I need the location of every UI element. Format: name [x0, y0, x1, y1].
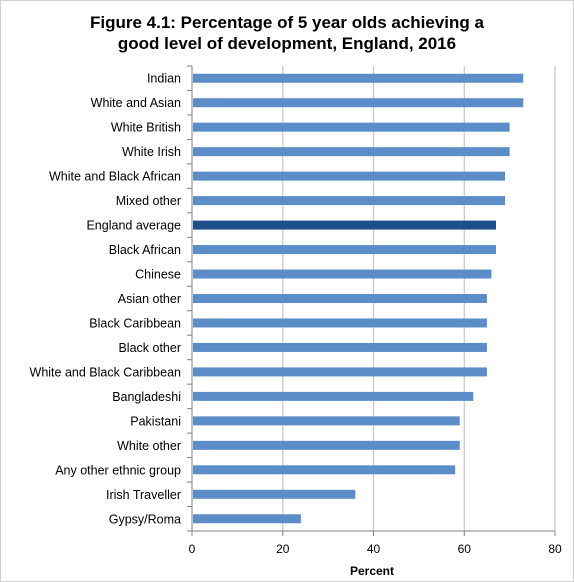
category-label-white-and-black-african: White and Black African — [49, 170, 181, 184]
bar-england-average — [193, 220, 497, 230]
bar-asian-other — [193, 294, 487, 303]
category-label-white-british: White British — [111, 121, 181, 135]
bars — [193, 73, 524, 524]
bar-black-caribbean — [193, 318, 487, 328]
category-labels: Indian White and Asian White British White … — [30, 72, 182, 527]
bar-indian — [193, 73, 524, 83]
chart-title-line-1: Figure 4.1: Percentage of 5 year olds ac… — [90, 13, 484, 32]
category-label-black-other: Black other — [118, 341, 181, 355]
bar-pakistani — [193, 416, 460, 426]
bar-black-african — [193, 245, 497, 255]
category-label-irish-traveller: Irish Traveller — [106, 488, 181, 502]
category-label-any-other-ethnic-group: Any other ethnic group — [55, 463, 181, 477]
category-label-black-african: Black African — [109, 243, 181, 257]
bar-any-other-ethnic-group — [193, 465, 456, 475]
bar-gypsy-roma — [193, 514, 301, 524]
bar-white-and-black-african — [193, 171, 506, 181]
x-tick-label-0: 0 — [189, 542, 196, 556]
x-tick-labels: 0 20 40 60 80 — [189, 542, 562, 556]
bar-bangladeshi — [193, 391, 474, 401]
bar-chinese — [193, 269, 492, 279]
category-label-pakistani: Pakistani — [130, 414, 181, 428]
category-label-bangladeshi: Bangladeshi — [112, 390, 181, 404]
bar-white-and-black-caribbean — [193, 367, 487, 377]
chart-title: Figure 4.1: Percentage of 5 year olds ac… — [0, 12, 574, 54]
bar-white-british — [193, 122, 510, 132]
bar-mixed-other — [193, 196, 506, 206]
x-tick-label-80: 80 — [548, 542, 562, 556]
bar-irish-traveller — [193, 489, 356, 499]
bar-white-and-asian — [193, 98, 524, 108]
x-axis-title: Percent — [350, 564, 394, 578]
category-label-mixed-other: Mixed other — [116, 194, 181, 208]
x-tick-label-60: 60 — [458, 542, 472, 556]
category-label-white-and-asian: White and Asian — [91, 96, 181, 110]
bar-white-other — [193, 440, 460, 450]
category-label-white-irish: White Irish — [122, 145, 181, 159]
category-label-indian: Indian — [147, 72, 181, 86]
x-tick-label-40: 40 — [367, 542, 381, 556]
x-tick-label-20: 20 — [276, 542, 290, 556]
category-label-white-other: White other — [117, 439, 181, 453]
chart-title-line-2: good level of development, England, 2016 — [117, 34, 457, 53]
category-label-chinese: Chinese — [135, 268, 181, 282]
category-label-white-and-black-caribbean: White and Black Caribbean — [30, 365, 182, 379]
category-label-gypsy-roma: Gypsy/Roma — [109, 512, 181, 526]
bar-black-other — [193, 342, 487, 352]
bar-white-irish — [193, 147, 510, 157]
axes — [187, 65, 556, 536]
category-label-black-caribbean: Black Caribbean — [89, 316, 181, 330]
category-label-asian-other: Asian other — [118, 292, 181, 306]
category-label-england-average: England average — [86, 219, 181, 233]
